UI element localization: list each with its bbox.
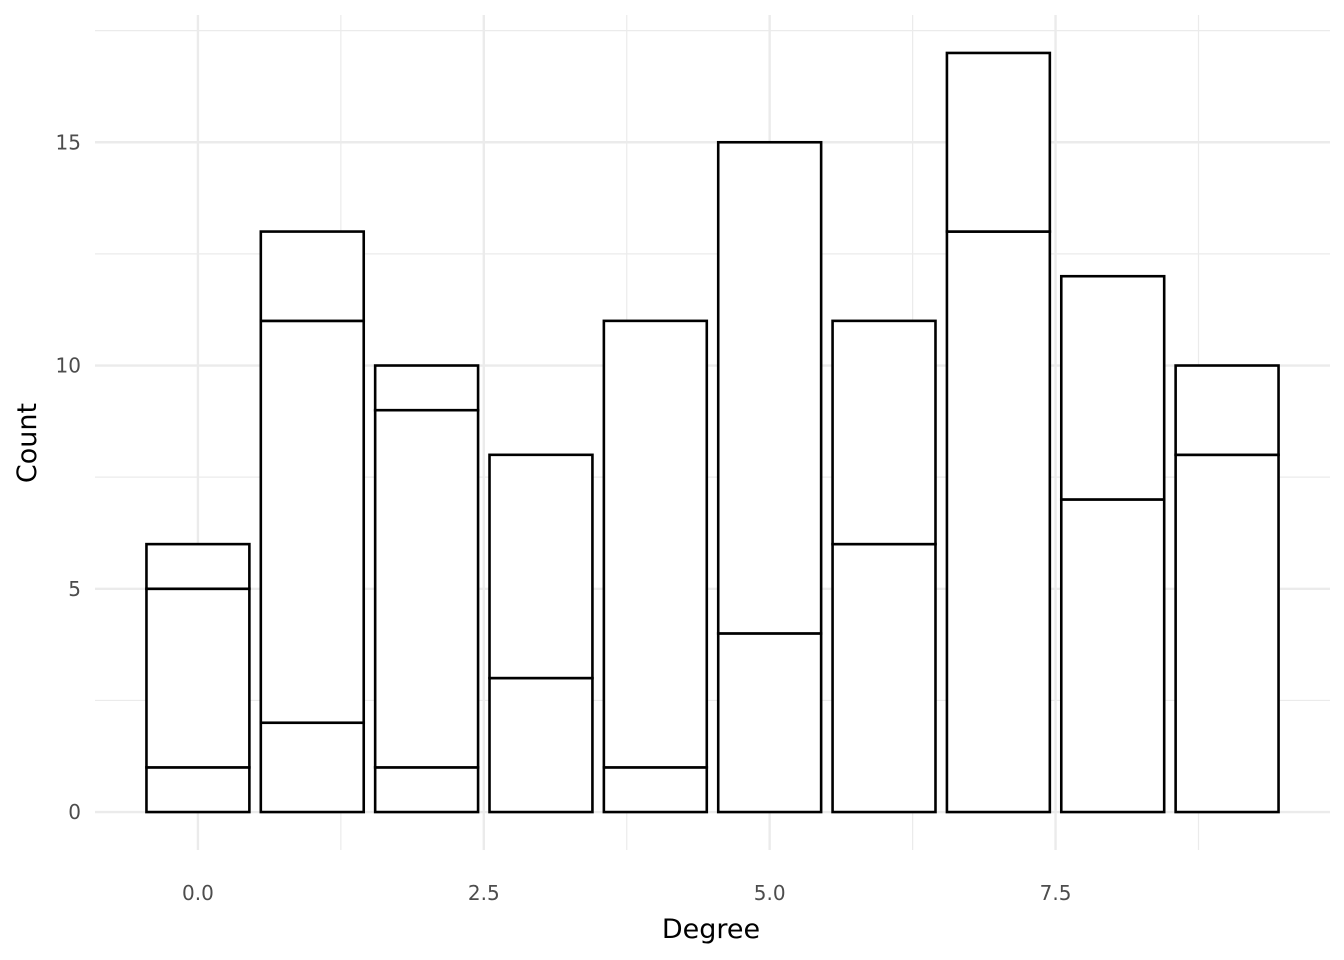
bars: [145, 51, 1280, 814]
bar-segment: [716, 632, 823, 814]
bar-segment: [373, 766, 480, 814]
bar-segment: [1059, 274, 1166, 501]
x-axis-ticks: 0.0 2.5 5.0 7.5: [182, 881, 1071, 905]
x-tick-label: 0.0: [182, 881, 214, 905]
bar-segment: [716, 140, 823, 635]
bar-segment: [259, 230, 366, 323]
x-tick-label: 2.5: [468, 881, 500, 905]
bar-segment: [831, 542, 937, 814]
bar-segment: [945, 51, 1052, 233]
bar-segment: [945, 230, 1052, 814]
y-tick-label: 5: [68, 577, 81, 601]
bar-segment: [373, 364, 480, 412]
x-tick-label: 5.0: [754, 881, 786, 905]
y-tick-label: 10: [56, 354, 81, 378]
bar-segment: [145, 542, 251, 591]
bar-segment: [831, 319, 937, 546]
bar-segment: [488, 453, 594, 680]
x-tick-label: 7.5: [1040, 881, 1072, 905]
bar-segment: [259, 721, 366, 814]
bar-segment: [145, 587, 251, 769]
bar-segment: [373, 408, 480, 769]
y-tick-label: 0: [68, 800, 81, 824]
bar-segment: [1059, 498, 1166, 814]
bar-segment: [145, 766, 251, 814]
bar-segment: [488, 676, 594, 814]
y-tick-label: 15: [56, 130, 81, 154]
y-axis-ticks: 0 5 10 15: [56, 130, 81, 824]
bar-segment: [1174, 364, 1280, 457]
bar-segment: [602, 766, 709, 814]
bar-segment: [259, 319, 366, 725]
bar-segment: [1174, 453, 1280, 814]
y-axis-title: Count: [12, 403, 43, 483]
x-axis-title: Degree: [662, 914, 760, 945]
bar-segment: [602, 319, 709, 769]
